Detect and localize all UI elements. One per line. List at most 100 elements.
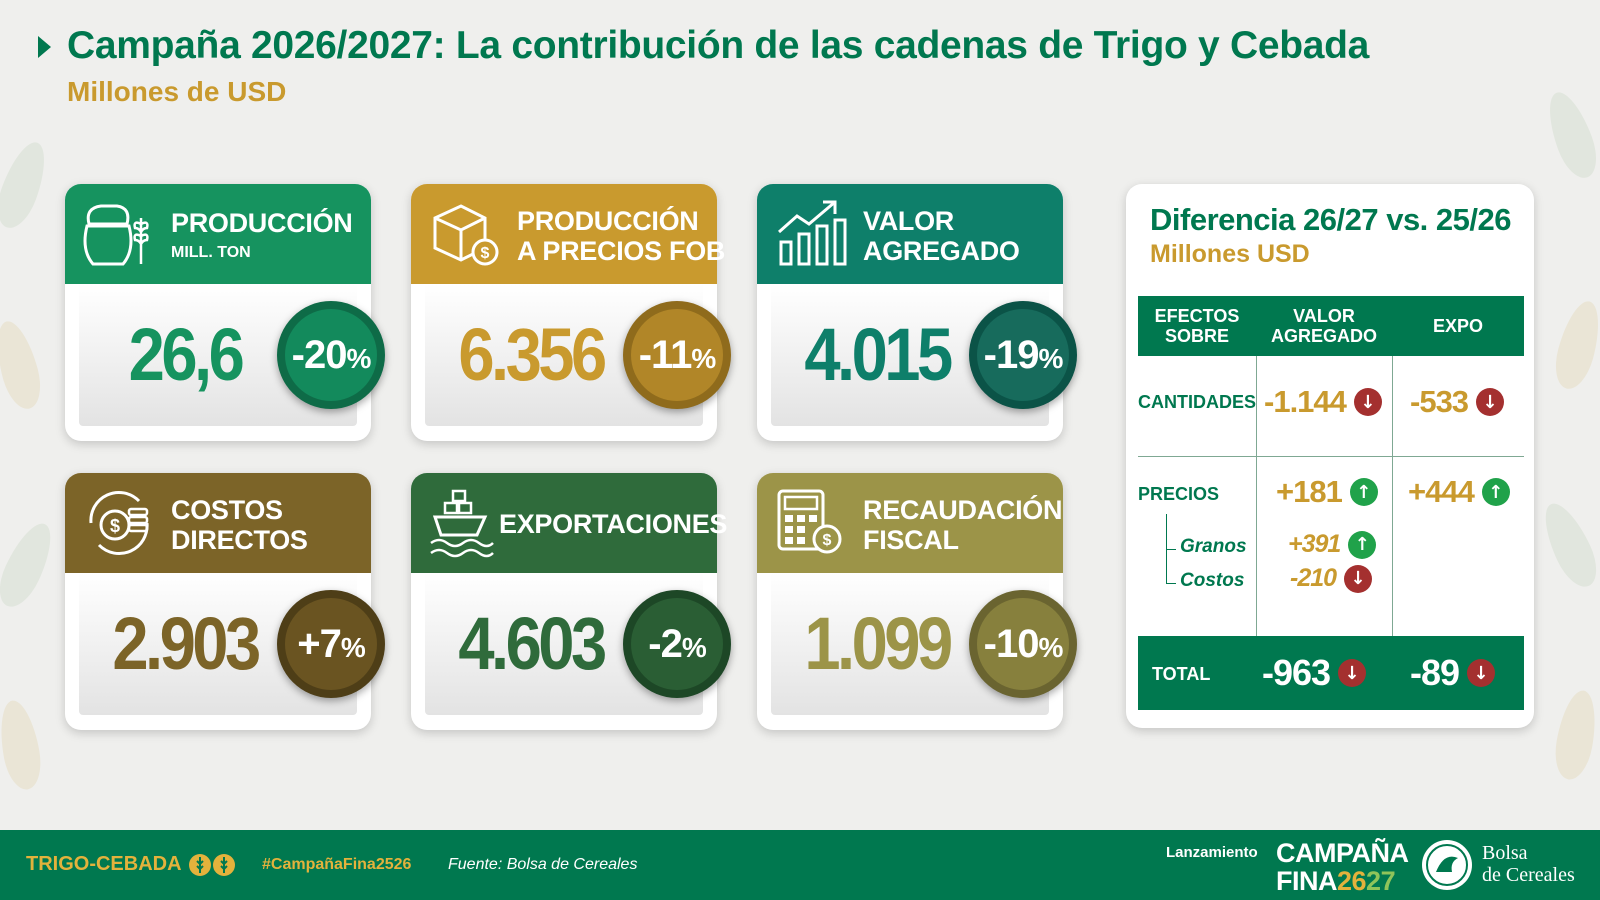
card-label: PRODUCCIÓN A PRECIOS FOB — [517, 206, 726, 266]
card-value: 4.603 — [458, 602, 607, 685]
card-exportaciones: EXPORTACIONES 4.603 -2% — [411, 473, 731, 730]
card-produccion: PRODUCCIÓN MILL. TON 26,6 -20% — [65, 184, 385, 441]
card-header: VALOR AGREGADO — [757, 184, 1063, 284]
total-row: TOTAL -963 ↓ -89 ↓ — [1138, 636, 1524, 710]
row-label-precios: PRECIOS — [1138, 484, 1220, 504]
box-dollar-icon: $ — [433, 204, 499, 266]
footer-brand: TRIGO-CEBADA — [26, 853, 182, 875]
arrow-up-icon: ↑ — [1348, 530, 1377, 559]
change-badge: -20% — [277, 301, 385, 409]
footer-org-line1: Bolsa — [1482, 842, 1528, 864]
cantidades-expo: -533 ↓ — [1410, 384, 1505, 420]
card-label: VALOR AGREGADO — [863, 206, 1020, 266]
page-title: Campaña 2026/2027: La contribución de la… — [67, 24, 1370, 67]
change-value: -11 — [638, 332, 693, 377]
cantidades-valor-agregado: -1.144 ↓ — [1264, 384, 1382, 420]
total-valor-agregado: -963 ↓ — [1262, 652, 1367, 694]
card-value: 1.099 — [804, 602, 953, 685]
wheat-sack-icon — [83, 204, 149, 266]
card-header: $ PRODUCCIÓN A PRECIOS FOB — [411, 184, 725, 284]
wheat-decoration-right — [1534, 0, 1600, 830]
arrow-down-icon: ↓ — [1338, 659, 1367, 687]
arrow-down-icon: ↓ — [1344, 564, 1373, 593]
sub-label-granos: Granos — [1180, 536, 1247, 557]
card-header: PRODUCCIÓN MILL. TON — [65, 184, 371, 284]
granos-valor-agregado: +391 ↑ — [1288, 530, 1377, 559]
card-value: 6.356 — [458, 313, 607, 396]
change-value: -19 — [983, 332, 1040, 377]
change-value: -20 — [291, 332, 348, 377]
bolsa-cereales-logo — [1422, 840, 1472, 890]
card-header: $ RECAUDACIÓN FISCAL — [757, 473, 1063, 573]
tree-connector — [1166, 583, 1176, 584]
arrow-up-icon: ↑ — [1481, 478, 1510, 506]
card-costos-directos: $ COSTOS DIRECTOS 2.903 +7% — [65, 473, 385, 730]
card-produccion-fob: $ PRODUCCIÓN A PRECIOS FOB 6.356 -11% — [411, 184, 731, 441]
panel-title: Diferencia 26/27 vs. 25/26 — [1150, 202, 1511, 237]
sub-label-costos: Costos — [1180, 570, 1245, 591]
card-valor-agregado: VALOR AGREGADO 4.015 -19% — [757, 184, 1077, 441]
title-arrow-icon — [38, 36, 51, 58]
footer-hashtag: #CampañaFina2526 — [262, 856, 412, 873]
footer-campaign-line1: CAMPAÑA — [1276, 838, 1409, 868]
arrow-up-icon: ↑ — [1349, 478, 1378, 506]
svg-text:$: $ — [481, 245, 490, 262]
change-pct: % — [1038, 342, 1063, 374]
row-label-cantidades: CANTIDADES — [1138, 392, 1257, 412]
change-value: +7 — [297, 621, 342, 666]
growth-chart-icon — [778, 200, 847, 266]
svg-text:$: $ — [110, 516, 120, 536]
card-label: EXPORTACIONES — [499, 509, 728, 539]
card-label: RECAUDACIÓN FISCAL — [863, 495, 1063, 555]
card-value: 2.903 — [112, 602, 261, 685]
footer-campaign-line2: FINA2627 — [1276, 866, 1396, 896]
change-pct: % — [346, 342, 371, 374]
col-efectos-header: EFECTOS SOBRE — [1154, 306, 1240, 346]
card-value: 26,6 — [128, 313, 245, 396]
footer-org-line2: de Cereales — [1482, 864, 1575, 886]
precios-valor-agregado: +181 ↑ — [1276, 474, 1378, 510]
wheat-decoration-left — [0, 0, 62, 830]
change-pct: % — [1038, 631, 1063, 663]
card-label: PRODUCCIÓN — [171, 208, 353, 238]
card-unit: MILL. TON — [171, 244, 251, 261]
wheat-coin-icons — [189, 854, 235, 876]
change-pct: % — [340, 631, 366, 663]
card-header: $ COSTOS DIRECTOS — [65, 473, 371, 573]
change-badge: -19% — [969, 301, 1077, 409]
change-value: -2 — [648, 621, 683, 666]
card-recaudacion-fiscal: $ RECAUDACIÓN FISCAL 1.099 -10% — [757, 473, 1077, 730]
page-subtitle: Millones de USD — [67, 76, 287, 107]
tree-connector — [1166, 549, 1176, 550]
row-label-total: TOTAL — [1152, 664, 1211, 684]
col-valor-agregado-header: VALOR AGREGADO — [1270, 306, 1377, 346]
panel-subtitle: Millones USD — [1150, 240, 1310, 268]
ship-icon — [430, 489, 494, 558]
coins-cycle-icon: $ — [89, 490, 149, 556]
change-badge: -11% — [623, 301, 731, 409]
calculator-icon: $ — [777, 489, 842, 554]
arrow-down-icon: ↓ — [1467, 659, 1496, 687]
footer-launch: Lanzamiento — [1166, 844, 1258, 861]
divider — [1138, 456, 1524, 457]
card-header: EXPORTACIONES — [411, 473, 727, 573]
change-pct: % — [681, 631, 707, 663]
change-badge: -10% — [969, 590, 1077, 698]
precios-expo: +444 ↑ — [1408, 474, 1510, 510]
svg-text:$: $ — [823, 532, 832, 549]
change-value: -10 — [983, 621, 1040, 666]
divider — [1392, 356, 1393, 636]
divider — [1256, 356, 1257, 636]
total-expo: -89 ↓ — [1410, 652, 1496, 694]
card-value: 4.015 — [804, 313, 953, 396]
arrow-down-icon: ↓ — [1353, 388, 1382, 416]
change-badge: +7% — [277, 590, 385, 698]
costos-valor-agregado: -210 ↓ — [1290, 564, 1373, 593]
col-expo-header: EXPO — [1432, 316, 1484, 336]
arrow-down-icon: ↓ — [1476, 388, 1505, 416]
footer-bar: TRIGO-CEBADA #CampañaFina2526 Fuente: Bo… — [0, 830, 1600, 900]
card-label: COSTOS DIRECTOS — [171, 495, 308, 555]
change-badge: -2% — [623, 590, 731, 698]
footer-source: Fuente: Bolsa de Cereales — [448, 856, 638, 873]
change-pct: % — [691, 342, 716, 374]
